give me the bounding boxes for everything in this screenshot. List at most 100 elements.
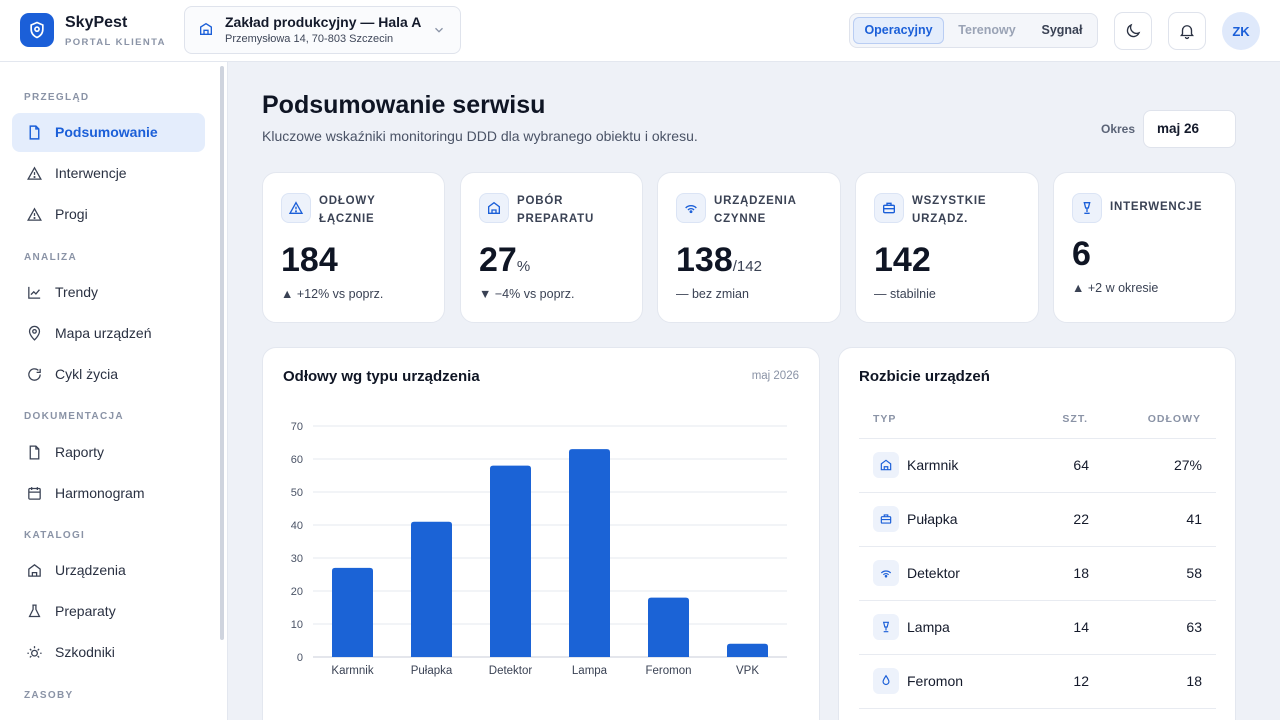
notifications-button[interactable] (1168, 12, 1206, 50)
row-qty: 14 (1073, 619, 1089, 635)
column-header-type[interactable]: TYP (873, 413, 897, 425)
chart-card: Odłowy wg typu urządzenia maj 2026 0 10 20… (262, 347, 820, 720)
y-tick-label: 10 (291, 619, 303, 631)
kpi-card-odlowy: ODŁOWY ŁĄCZNIE 184 ▲ +12% vs poprz. (262, 172, 445, 323)
kpi-icon (479, 193, 509, 223)
sidebar-item-cykl-zycia[interactable]: Cykl życia (12, 355, 205, 394)
brand-subtitle: PORTAL KLIENTA (65, 37, 166, 48)
sidebar-item-podsumowanie[interactable]: Podsumowanie (12, 113, 205, 152)
site-selector[interactable]: Zakład produkcyjny — Hala A Przemysłowa … (184, 6, 461, 54)
sidebar-item-interwencje[interactable]: Interwencje (12, 154, 205, 193)
column-header-catch[interactable]: ODŁOWY (1147, 413, 1201, 425)
x-tick-label: VPK (736, 665, 759, 677)
delta-down-icon: ▼ (479, 287, 492, 301)
y-tick-label: 30 (291, 553, 303, 565)
sidebar-item-preparaty[interactable]: Preparaty (12, 592, 205, 631)
sidebar-item-urzadzenia[interactable]: Urządzenia (12, 551, 205, 590)
x-tick-label: Karmnik (331, 665, 373, 677)
bar-lampa[interactable] (569, 449, 610, 657)
table-row[interactable]: Lampa 14 63 (859, 600, 1216, 653)
sidebar-section-analiza: ANALIZA (24, 252, 77, 263)
row-icon (873, 668, 899, 694)
sidebar-item-label: Cykl życia (55, 366, 119, 382)
sidebar-section-zasoby: ZASOBY (24, 690, 74, 701)
kpi-value: 184 (281, 241, 338, 279)
kpi-value: 27% (479, 241, 531, 279)
sidebar-scrollbar[interactable] (220, 66, 224, 640)
bar-pułapka[interactable] (411, 521, 452, 657)
mode-sygnal[interactable]: Sygnał (1041, 23, 1083, 37)
chevron-down-icon (435, 27, 443, 33)
trap-box-icon (880, 514, 892, 524)
brand-logo[interactable] (20, 13, 54, 47)
moon-icon (1126, 23, 1141, 38)
sidebar-section-przeglad: PRZEGLĄD (24, 92, 90, 103)
refresh-icon (28, 368, 41, 381)
sidebar-item-progi[interactable]: Progi (12, 195, 205, 234)
house-icon (880, 459, 892, 471)
y-tick-label: 70 (291, 421, 303, 433)
mode-terenowy[interactable]: Terenowy (958, 23, 1016, 37)
kpi-icon (874, 193, 904, 223)
row-type: Feromon (907, 673, 964, 689)
user-avatar[interactable]: ZK (1222, 12, 1260, 50)
document-icon (29, 445, 40, 460)
kpi-value: 142 (874, 241, 931, 279)
table-row[interactable]: Feromon 12 18 (859, 654, 1216, 707)
chart-card-period: maj 2026 (751, 370, 799, 382)
column-header-qty[interactable]: SZT. (1062, 413, 1088, 425)
sidebar-section-katalogi: KATALOGI (24, 530, 86, 541)
breakdown-title: Rozbicie urządzeń (859, 368, 990, 385)
sidebar-item-raporty[interactable]: Raporty (12, 433, 205, 472)
bar-detektor[interactable] (490, 465, 531, 657)
y-tick-label: 0 (297, 652, 303, 664)
y-tick-label: 40 (291, 520, 303, 532)
table-row[interactable]: Pułapka 22 41 (859, 492, 1216, 545)
document-icon (29, 125, 40, 140)
period-select[interactable]: maj 26 (1143, 110, 1236, 148)
row-icon (873, 506, 899, 532)
sidebar-item-label: Trendy (55, 284, 99, 300)
mode-switcher: Operacyjny Terenowy Sygnał (849, 13, 1098, 48)
theme-toggle-button[interactable] (1114, 12, 1152, 50)
sidebar-item-harmonogram[interactable]: Harmonogram (12, 474, 205, 513)
brand-name: SkyPest (65, 14, 128, 31)
sidebar-item-label: Szkodniki (55, 644, 115, 660)
delta-neutral-icon: — (874, 287, 887, 301)
x-tick-label: Pułapka (411, 665, 453, 677)
bar-karmnik[interactable] (332, 567, 373, 657)
sidebar-item-label: Urządzenia (55, 562, 126, 578)
sidebar-item-mapa-urzadzen[interactable]: Mapa urządzeń (12, 314, 205, 353)
row-catch: 58 (1186, 565, 1202, 581)
bar-feromon[interactable] (648, 597, 689, 657)
row-catch: 63 (1186, 619, 1202, 635)
calendar-icon (28, 487, 41, 500)
house-icon (488, 201, 500, 214)
row-catch: 41 (1186, 511, 1202, 527)
sidebar-item-label: Preparaty (55, 603, 116, 619)
sidebar-item-szkodniki[interactable]: Szkodniki (12, 633, 205, 672)
kpi-delta: — bez zmian (676, 287, 749, 301)
delta-up-icon: ▲ (281, 287, 294, 301)
table-row[interactable]: Karmnik 64 27% (859, 438, 1216, 491)
lamp-icon (1083, 202, 1091, 214)
mode-operacyjny[interactable]: Operacyjny (853, 17, 944, 44)
row-type: Pułapka (907, 511, 958, 527)
alert-triangle-icon (288, 201, 304, 214)
chart-card-title: Odłowy wg typu urządzenia (283, 368, 480, 385)
row-qty: 12 (1073, 673, 1089, 689)
sidebar-item-trendy[interactable]: Trendy (12, 273, 205, 312)
period-label: Okres (1101, 122, 1136, 136)
kpi-delta: ▲ +2 w okresie (1072, 281, 1159, 295)
kpi-value: 6 (1072, 235, 1091, 273)
kpi-icon (676, 193, 706, 223)
kpi-icon (281, 193, 311, 223)
kpi-label: INTERWENCJE (1110, 201, 1203, 213)
sidebar-item-label: Podsumowanie (55, 124, 158, 140)
table-row[interactable] (859, 708, 1216, 720)
sidebar-item-label: Harmonogram (55, 485, 145, 501)
flask-icon (28, 604, 41, 618)
row-type: Lampa (907, 619, 950, 635)
bar-vpk[interactable] (727, 643, 768, 657)
table-row[interactable]: Detektor 18 58 (859, 546, 1216, 599)
